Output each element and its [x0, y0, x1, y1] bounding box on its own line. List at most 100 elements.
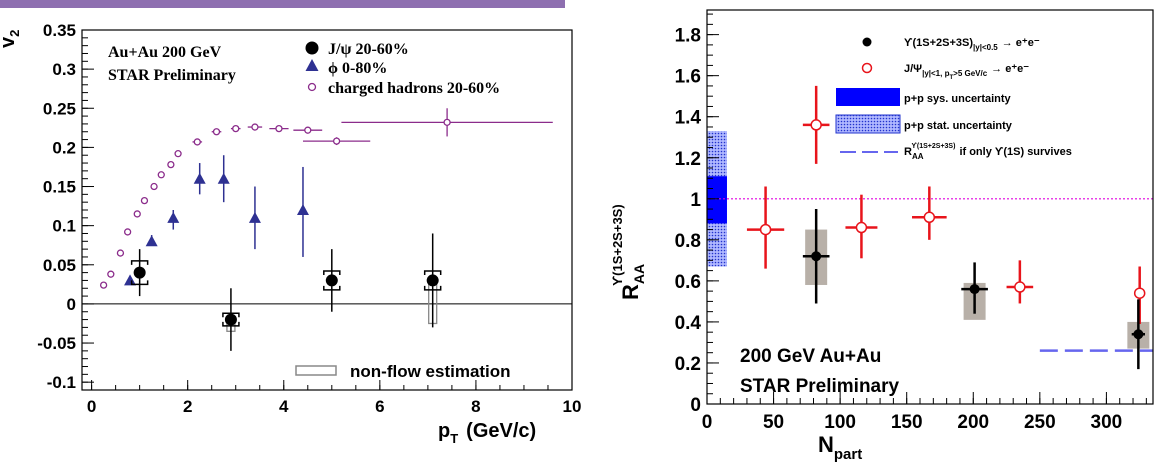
jpsi-raa-point: [1014, 281, 1026, 293]
hadron-point: [304, 126, 312, 134]
phi-point: [193, 172, 206, 184]
right-x-tick-label: 200: [957, 412, 989, 433]
jpsi-sys-bracket: [130, 260, 149, 286]
upsilon-point: [1133, 329, 1144, 340]
legend-pp-stat-swatch: [835, 114, 901, 134]
jpsi-point: [133, 266, 146, 279]
legend-upsilon-marker: [862, 37, 872, 47]
left-y-tick-label: 0: [67, 295, 76, 314]
legend-hadrons-marker: [307, 82, 317, 92]
legend-phi-label: ϕ 0-80%: [328, 60, 387, 77]
right-y-tick-label: 0.8: [675, 231, 701, 252]
jpsi-sys-bracket: [423, 270, 442, 291]
hadron-point: [251, 123, 259, 131]
jpsi-point: [224, 313, 237, 326]
legend-pp-sys-label: p+p sys. uncertainty: [904, 93, 1012, 105]
left-x-tick-label: 6: [375, 397, 384, 416]
hadron-point: [167, 160, 175, 169]
phi-point: [217, 172, 230, 184]
right-x-tick-label: 250: [1024, 412, 1056, 433]
hadron-point: [123, 228, 132, 236]
legend-jpsi-label: J/ψ 20-60%: [328, 41, 409, 58]
legend-upsilon-sub: |y|<0.5: [973, 43, 998, 52]
hadron-point: [140, 196, 149, 205]
hadron-point: [174, 150, 182, 158]
right-y-tick-label: 1: [690, 190, 701, 211]
hadron-point: [193, 138, 201, 146]
right-y-tick-label: 1.2: [675, 149, 701, 170]
legend-line-sup: ϒ(1S+2S+3S): [912, 143, 956, 150]
legend-line-tail: if only ϒ(1S) survives: [959, 146, 1071, 158]
phi-point: [145, 235, 158, 247]
right-x-tick-label: 0: [702, 412, 713, 433]
right-annotation-line-2: STAR Preliminary: [740, 376, 900, 397]
right-y-axis-main: R: [618, 284, 643, 300]
hadron-point: [133, 210, 141, 218]
left-x-tick-label: 2: [183, 397, 192, 416]
legend-nonflow-box: [295, 365, 337, 376]
jpsi-sys-bracket: [222, 312, 240, 327]
right-x-tick-label: 300: [1091, 412, 1123, 433]
right-y-tick-label: 1.6: [675, 67, 701, 88]
phi-point: [124, 274, 137, 286]
hadron-point: [157, 171, 165, 179]
right-y-axis-sub: AA: [631, 264, 647, 284]
left-y-tick-label: 0.3: [52, 60, 76, 79]
hadron-point: [332, 137, 341, 145]
legend-jpsi-marker: [861, 62, 873, 74]
phi-point: [167, 211, 180, 223]
left-x-axis-label: pT (GeV/c): [438, 420, 536, 446]
right-y-tick-label: 1.8: [675, 26, 701, 47]
right-y-tick-label: 0.4: [675, 313, 702, 334]
legend-upsilon-label: ϒ(1S+2S+3S)|y|<0.5 → e⁺e⁻: [904, 37, 1040, 52]
legend-nonflow-label: non-flow estimation: [350, 362, 511, 381]
left-y-tick-label: 0.25: [43, 99, 76, 118]
left-annotation-line-2: STAR Preliminary: [108, 67, 236, 84]
jpsi-raa-point: [855, 221, 868, 234]
right-x-tick-label: 100: [824, 412, 856, 433]
left-y-tick-label: 0.15: [43, 178, 76, 197]
right-x-tick-label: 150: [891, 412, 923, 433]
legend-suppression-label: RAA ϒ(1S+2S+3S) if only ϒ(1S) survives: [904, 143, 1072, 161]
phi-point: [296, 204, 309, 215]
left-y-tick-label: 0.05: [43, 256, 76, 275]
legend-line-sub: AA: [912, 152, 924, 161]
right-x-axis-main: N: [818, 432, 834, 457]
jpsi-raa-point: [759, 223, 772, 236]
legend-jpsi-subsub: T: [949, 75, 953, 81]
jpsi-point: [325, 274, 338, 287]
right-y-tick-label: 1.4: [675, 108, 702, 129]
right-y-tick-label: 0: [690, 395, 701, 416]
left-y-tick-label: 0.2: [52, 138, 76, 157]
right-x-tick-label: 50: [763, 412, 784, 433]
left-y-axis-main: v: [0, 36, 19, 48]
left-y-axis-sub: 2: [7, 30, 22, 37]
upsilon-point: [811, 251, 822, 262]
hadron-point: [443, 118, 451, 126]
jpsi-raa-point: [810, 119, 822, 131]
right-legend: ϒ(1S+2S+3S)|y|<0.5 → e⁺e⁻ J/Ψ|y|<1, pT>5 …: [835, 37, 1072, 161]
left-x-axis-unit: (GeV/c): [466, 420, 536, 442]
left-legend: J/ψ 20-60% ϕ 0-80% charged hadrons 20-60…: [295, 41, 511, 381]
phi-point: [248, 211, 261, 223]
right-y-tick-label: 0.2: [675, 354, 701, 375]
legend-jpsi-sub2: >5 GeV/c: [953, 69, 988, 78]
right-x-axis-sub: part: [834, 446, 862, 463]
pp-sys-band: [707, 176, 727, 224]
hadron-point: [107, 270, 115, 278]
legend-jpsi-main: J/Ψ: [904, 63, 922, 75]
upsilon-point: [969, 284, 980, 295]
left-y-axis-label: v2: [0, 30, 22, 48]
legend-jpsi-label: J/Ψ|y|<1, pT>5 GeV/c → e⁺e⁻: [904, 63, 1029, 81]
left-annotation-line-1: Au+Au 200 GeV: [108, 44, 222, 61]
legend-jpsi-tail: → e⁺e⁻: [991, 63, 1029, 75]
jpsi-point: [426, 274, 439, 287]
right-y-axis-sup: ϒ(1S+2S+3S): [610, 204, 625, 286]
v2-vs-pt-chart: 0 2 4 6 8 10 -0.1 -0.05 0 0.05 0.1 0.15 0.2 0.25 0.3 0.…: [0, 21, 582, 446]
hadron-point: [212, 128, 221, 136]
hadron-point: [150, 182, 158, 191]
left-x-tick-label: 10: [563, 397, 582, 416]
hadron-point: [275, 124, 283, 133]
left-y-tick-label: 0.1: [52, 217, 76, 236]
left-x-axis-main: p: [438, 420, 450, 442]
